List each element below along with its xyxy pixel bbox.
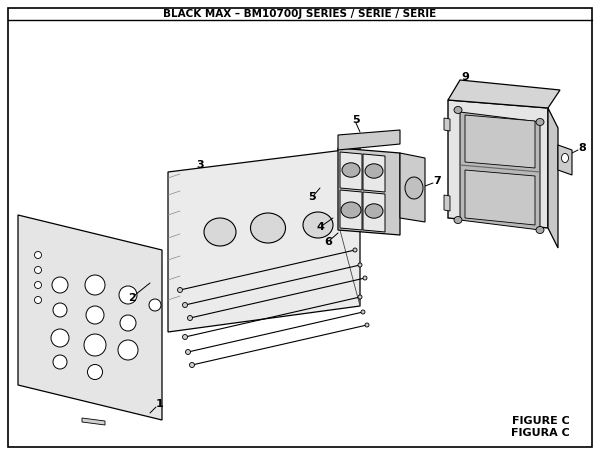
Ellipse shape (358, 295, 362, 299)
Ellipse shape (365, 323, 369, 327)
Ellipse shape (303, 212, 333, 238)
Ellipse shape (536, 118, 544, 126)
Polygon shape (448, 100, 548, 228)
Ellipse shape (86, 306, 104, 324)
Ellipse shape (454, 217, 462, 223)
Text: 6: 6 (324, 237, 332, 247)
Ellipse shape (182, 303, 187, 308)
Text: BLACK MAX – BM10700J SERIES / SÉRIE / SERIE: BLACK MAX – BM10700J SERIES / SÉRIE / SE… (163, 7, 437, 19)
Ellipse shape (187, 315, 193, 320)
Ellipse shape (120, 315, 136, 331)
Ellipse shape (35, 282, 41, 288)
Ellipse shape (53, 303, 67, 317)
Ellipse shape (358, 263, 362, 267)
Text: 5: 5 (352, 115, 360, 125)
Ellipse shape (361, 310, 365, 314)
Ellipse shape (88, 364, 103, 379)
Ellipse shape (353, 248, 357, 252)
Ellipse shape (149, 299, 161, 311)
Ellipse shape (204, 218, 236, 246)
Ellipse shape (536, 227, 544, 233)
Ellipse shape (342, 163, 360, 177)
Text: FIGURE C: FIGURE C (512, 416, 570, 426)
Ellipse shape (363, 276, 367, 280)
Ellipse shape (119, 286, 137, 304)
Polygon shape (363, 154, 385, 192)
Text: 7: 7 (433, 176, 441, 186)
Text: 9: 9 (461, 72, 469, 82)
Ellipse shape (365, 204, 383, 218)
Ellipse shape (118, 340, 138, 360)
Ellipse shape (52, 277, 68, 293)
Ellipse shape (85, 275, 105, 295)
Polygon shape (460, 112, 540, 230)
Ellipse shape (562, 153, 569, 162)
Polygon shape (340, 152, 362, 190)
Ellipse shape (178, 288, 182, 293)
Text: 8: 8 (578, 143, 586, 153)
Polygon shape (444, 195, 450, 211)
Ellipse shape (35, 252, 41, 258)
Text: 2: 2 (128, 293, 136, 303)
Text: 4: 4 (316, 222, 324, 232)
Ellipse shape (251, 213, 286, 243)
Polygon shape (363, 192, 385, 232)
Polygon shape (338, 148, 400, 235)
Ellipse shape (405, 177, 423, 199)
Text: 3: 3 (196, 160, 204, 170)
Text: FIGURA C: FIGURA C (511, 428, 570, 438)
Ellipse shape (341, 202, 361, 218)
Ellipse shape (185, 349, 191, 354)
Ellipse shape (190, 363, 194, 368)
Polygon shape (400, 153, 425, 222)
Polygon shape (548, 108, 558, 248)
Polygon shape (82, 418, 105, 425)
Polygon shape (448, 80, 560, 108)
Polygon shape (558, 145, 572, 175)
Ellipse shape (35, 297, 41, 303)
Polygon shape (18, 215, 162, 420)
Ellipse shape (365, 164, 383, 178)
Polygon shape (168, 148, 360, 332)
Polygon shape (338, 130, 400, 150)
Polygon shape (340, 190, 362, 230)
Polygon shape (465, 115, 535, 168)
Ellipse shape (53, 355, 67, 369)
Ellipse shape (51, 329, 69, 347)
Ellipse shape (454, 106, 462, 113)
Polygon shape (465, 170, 535, 225)
Text: 1: 1 (156, 399, 164, 409)
Text: 5: 5 (308, 192, 316, 202)
Ellipse shape (182, 334, 187, 339)
Polygon shape (444, 118, 450, 131)
Ellipse shape (84, 334, 106, 356)
Ellipse shape (35, 267, 41, 273)
